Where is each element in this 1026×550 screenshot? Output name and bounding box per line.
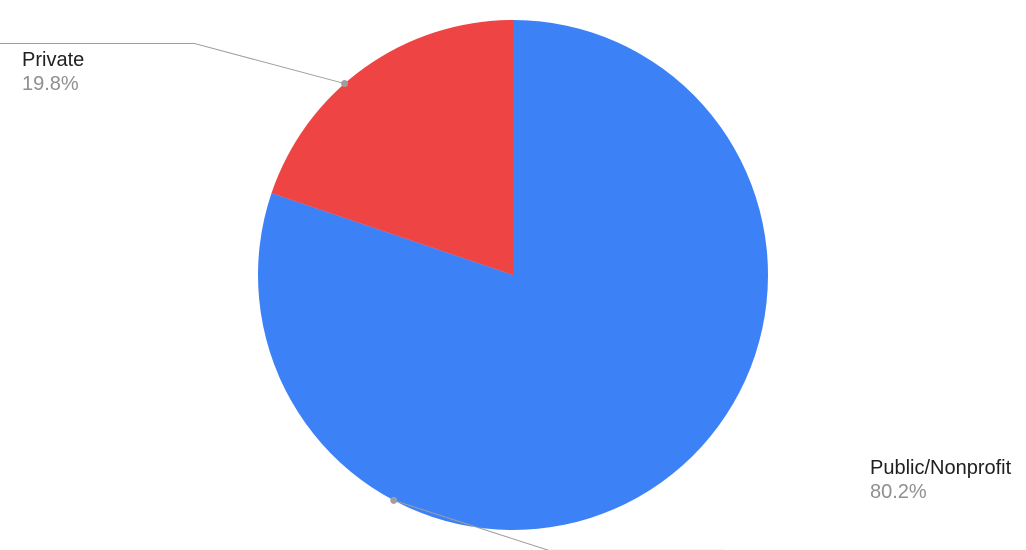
slice-label-percent: 19.8% (22, 73, 79, 95)
slice-label-percent: 80.2% (870, 481, 927, 503)
slice-label-name: Private (22, 49, 84, 71)
leader-dot (341, 80, 348, 87)
slice-label-name: Public/Nonprofit (870, 457, 1012, 479)
leader-dot (390, 497, 397, 504)
pie-chart: Public/Nonprofit80.2% Private19.8% (0, 0, 1026, 550)
